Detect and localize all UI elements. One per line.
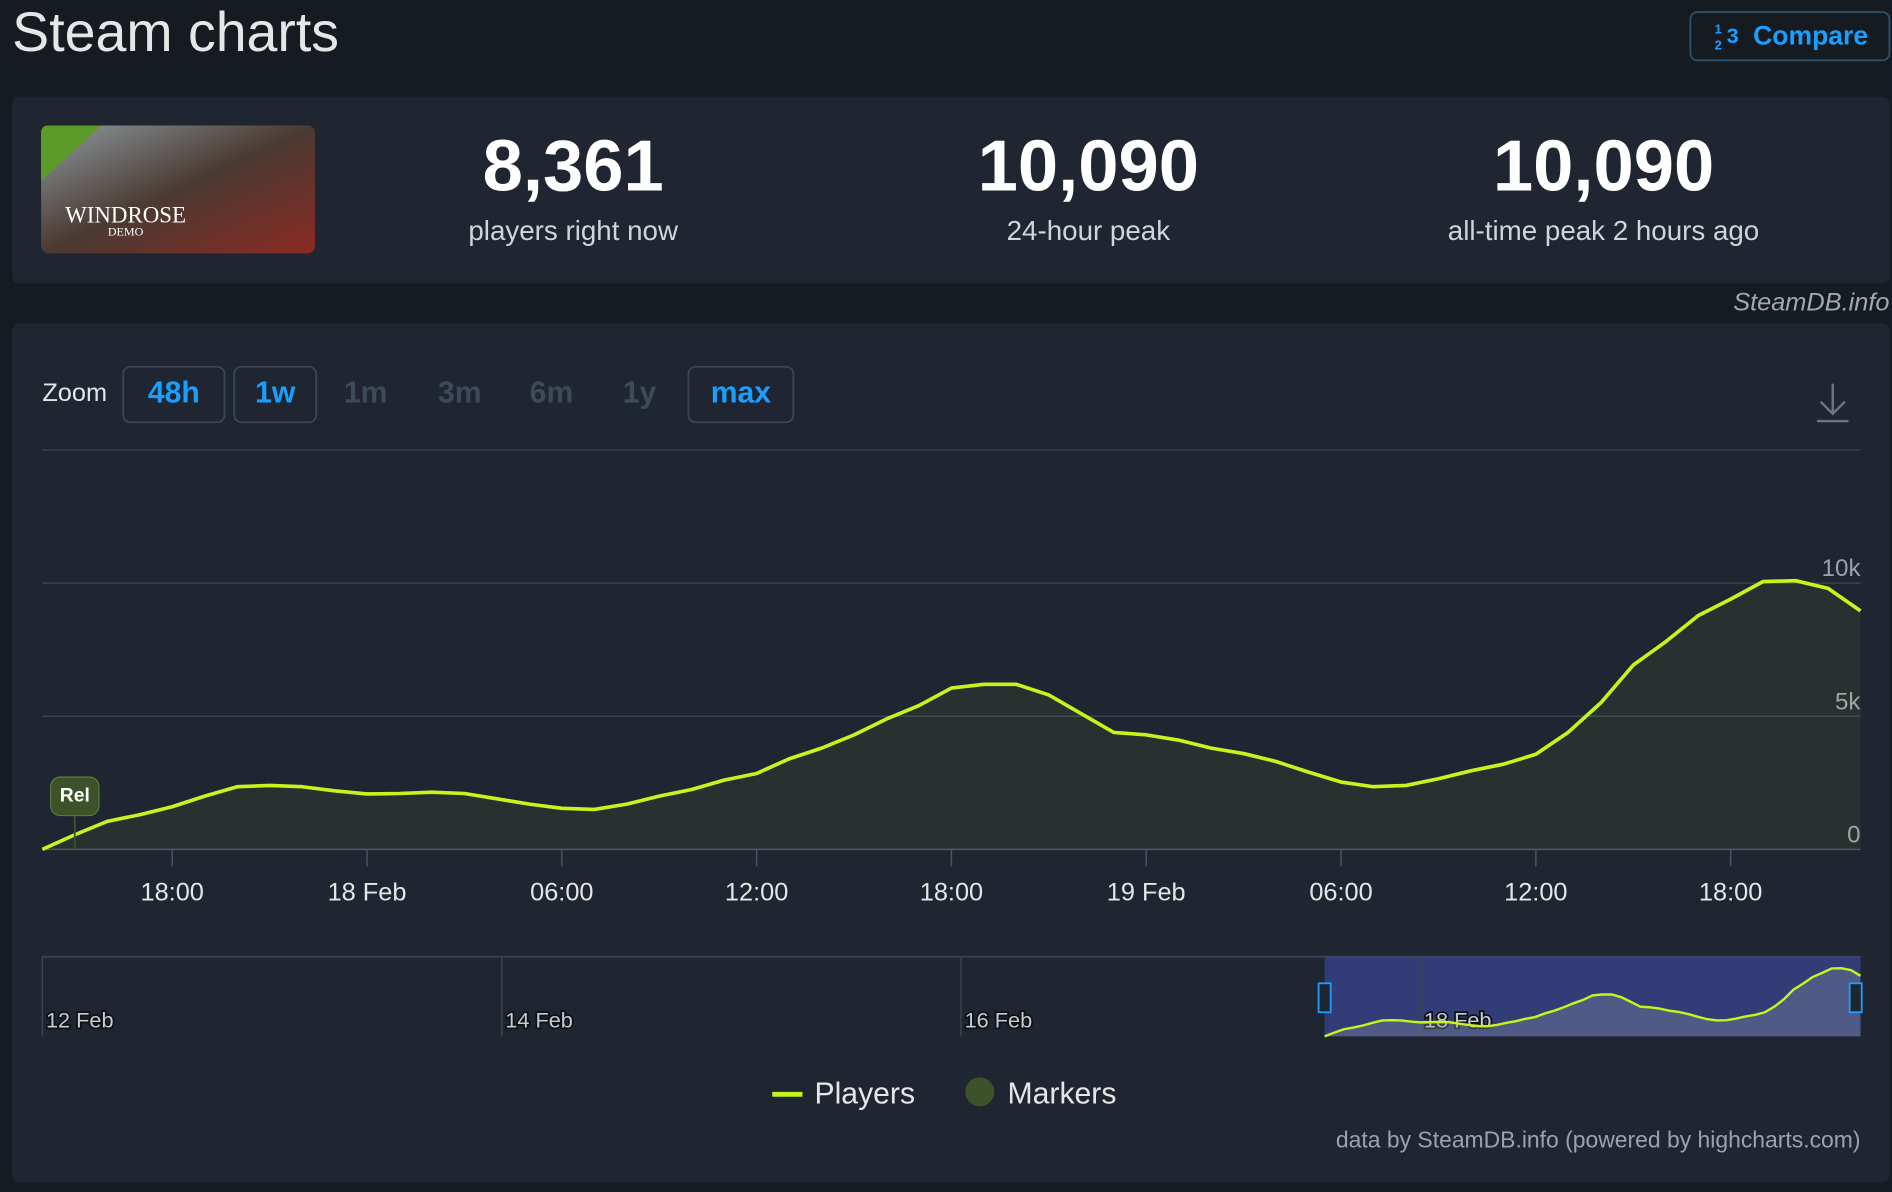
x-tick-label: 18:00 bbox=[1699, 879, 1762, 907]
compare-icon[interactable]: 3 bbox=[1727, 23, 1739, 48]
series-line bbox=[41, 578, 1862, 852]
stats-card bbox=[12, 96, 1890, 284]
zoom-label: Zoom bbox=[42, 379, 107, 407]
zoom-button-label[interactable]: max bbox=[711, 376, 772, 409]
legend-label[interactable]: Players bbox=[814, 1077, 915, 1110]
zoom-button[interactable]: 1m bbox=[344, 376, 388, 409]
x-tick-label: 06:00 bbox=[530, 879, 593, 907]
x-tick-label: 19 Feb bbox=[1107, 879, 1186, 907]
x-tick-label: 18:00 bbox=[920, 879, 983, 907]
zoom-button[interactable]: 1w bbox=[233, 365, 318, 424]
navigator-handle[interactable] bbox=[1317, 982, 1332, 1014]
marker-badge bbox=[50, 776, 100, 817]
compare-icon[interactable]: 2 bbox=[1715, 37, 1722, 52]
navigator-area bbox=[1324, 968, 1861, 1037]
image-badge bbox=[41, 125, 102, 181]
zoom-button-frame[interactable] bbox=[233, 365, 318, 424]
x-tick-label: 18 Feb bbox=[328, 879, 407, 907]
zoom-button-frame[interactable] bbox=[687, 365, 795, 424]
legend-swatch bbox=[965, 1077, 995, 1107]
zoom-button[interactable]: max bbox=[687, 365, 795, 424]
zoom-button[interactable]: 48h bbox=[122, 365, 226, 424]
zoom-button[interactable]: 3m bbox=[438, 376, 482, 409]
stat-value: 10,090 bbox=[978, 125, 1199, 206]
x-tick-label: 18:00 bbox=[141, 879, 204, 907]
navigator-line bbox=[1324, 966, 1862, 1038]
game-image bbox=[41, 125, 316, 254]
stat-value: 8,361 bbox=[483, 125, 664, 206]
navigator-tick-label: 16 Feb bbox=[965, 1008, 1033, 1033]
legend-label[interactable]: Markers bbox=[1008, 1077, 1117, 1110]
zoom-button-label[interactable]: 1w bbox=[255, 376, 296, 409]
compare-button-frame[interactable] bbox=[1689, 11, 1891, 62]
game-title: WINDROSE bbox=[65, 202, 186, 227]
zoom-button-frame[interactable] bbox=[122, 365, 226, 424]
stats: 8,361 players right now 10,090 24-hour peak… bbox=[468, 125, 1759, 246]
y-tick-label: 10k bbox=[1822, 555, 1862, 582]
stat-value: 10,090 bbox=[1493, 125, 1714, 206]
game-subtitle: DEMO bbox=[108, 225, 144, 239]
compare-label[interactable]: Compare bbox=[1753, 20, 1868, 50]
zoom-button-label[interactable]: 3m bbox=[438, 376, 482, 409]
zoom-button-label[interactable]: 6m bbox=[530, 376, 574, 409]
navigator-tick-label: 18 Feb bbox=[1424, 1008, 1492, 1033]
zoom-button-label[interactable]: 1m bbox=[344, 376, 388, 409]
x-tick-label: 12:00 bbox=[725, 879, 788, 907]
series-area bbox=[42, 580, 1861, 850]
compare-button[interactable]: 1 2 3 Compare bbox=[1689, 11, 1891, 62]
navigator-tick-label: 14 Feb bbox=[505, 1008, 573, 1033]
navigator-handle[interactable] bbox=[1848, 982, 1863, 1014]
navigator-tick-label: 12 Feb bbox=[46, 1008, 114, 1033]
download-glyph[interactable] bbox=[1817, 383, 1849, 423]
x-tick-label: 12:00 bbox=[1504, 879, 1567, 907]
page-title: Steam charts bbox=[12, 1, 339, 63]
y-tick-label: 5k bbox=[1835, 688, 1861, 715]
zoom-button-label[interactable]: 48h bbox=[148, 376, 200, 409]
zoom-button[interactable]: 1y bbox=[623, 376, 657, 409]
y-tick-label: 0 bbox=[1847, 821, 1860, 848]
zoom-button-label[interactable]: 1y bbox=[623, 376, 657, 409]
watermark: SteamDB.info bbox=[1733, 289, 1889, 317]
zoom-button[interactable]: 6m bbox=[530, 376, 574, 409]
marker-label: Rel bbox=[60, 785, 90, 806]
compare-icon[interactable]: 1 bbox=[1715, 22, 1723, 37]
stat-label: all-time peak 2 hours ago bbox=[1448, 215, 1759, 246]
credit: data by SteamDB.info (powered by highcha… bbox=[1336, 1126, 1861, 1152]
stat-label: players right now bbox=[468, 215, 679, 246]
x-tick-label: 06:00 bbox=[1309, 879, 1372, 907]
stat-label: 24-hour peak bbox=[1007, 215, 1171, 246]
download-icon[interactable] bbox=[1817, 383, 1849, 423]
